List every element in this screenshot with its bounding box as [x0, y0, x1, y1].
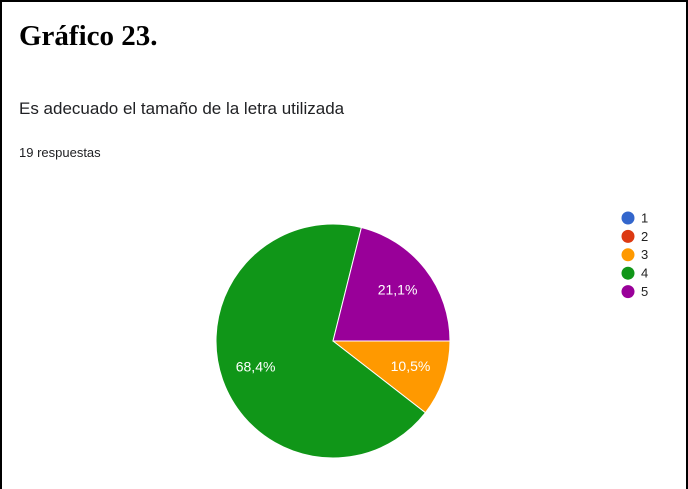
data-label: 10,5%: [391, 358, 431, 374]
data-label: 68,4%: [236, 358, 276, 374]
legend-label: 5: [641, 284, 648, 299]
data-label: 21,1%: [378, 281, 418, 297]
chart-title: Es adecuado el tamaño de la letra utiliz…: [19, 99, 345, 118]
pie-slice: [331, 340, 451, 414]
pie-slice: [332, 226, 451, 342]
legend-label: 1: [641, 210, 648, 225]
legend-swatch: [621, 285, 635, 299]
legend-label: 3: [641, 247, 648, 262]
legend-swatch: [621, 266, 635, 280]
subtitle: 19 respuestas: [19, 145, 101, 160]
legend-label: 4: [641, 266, 648, 281]
legend-swatch: [621, 248, 635, 262]
pie-slice: [215, 223, 427, 459]
legend-swatch: [621, 229, 635, 243]
legend-label: 2: [641, 229, 648, 244]
heading: Gráfico 23.: [19, 20, 158, 52]
legend-swatch: [621, 211, 635, 225]
